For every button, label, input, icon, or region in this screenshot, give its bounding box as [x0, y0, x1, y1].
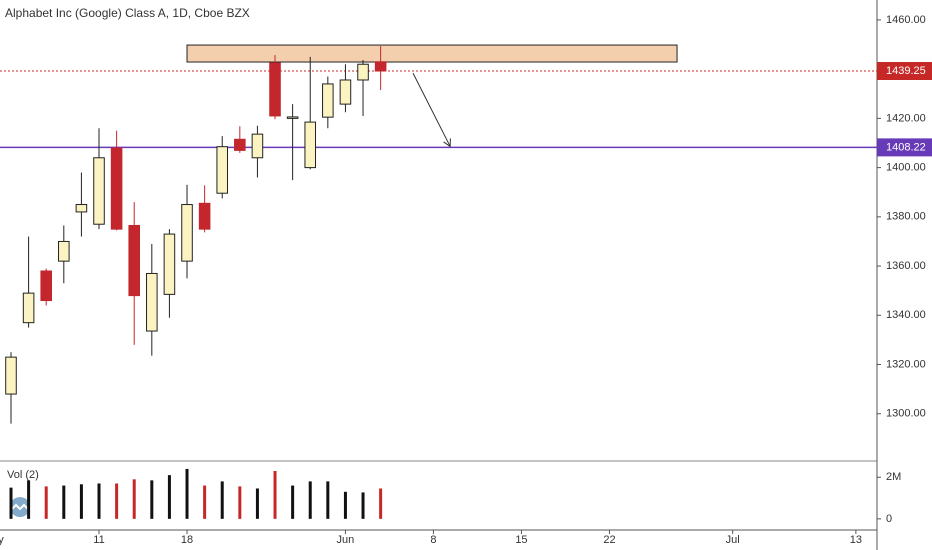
candle-body	[146, 272, 158, 332]
volume-bar	[326, 481, 330, 519]
volume-bar	[361, 492, 365, 519]
y-tick-label: 1340.00	[886, 309, 926, 321]
volume-bar	[291, 485, 295, 519]
logo-mark	[11, 503, 29, 511]
candle-body	[110, 147, 123, 230]
volume-bar	[79, 484, 83, 519]
price-label: 1439.25	[886, 65, 926, 77]
candle-body	[234, 138, 246, 151]
candle-body	[322, 83, 334, 118]
x-tick-label: 13	[850, 534, 862, 546]
y-tick-label: 1300.00	[886, 408, 926, 420]
logo	[10, 497, 30, 517]
volume-bar	[220, 481, 224, 519]
candle-body	[304, 121, 317, 169]
x-tick-label: Jul	[726, 534, 740, 546]
volume-bar	[132, 479, 136, 519]
volume-bar	[44, 486, 48, 519]
candle-body	[93, 157, 105, 225]
volume-bar	[273, 470, 277, 519]
candle-body	[198, 202, 211, 230]
volume-bar	[9, 487, 13, 519]
x-tick-label: 18	[181, 534, 193, 546]
arrow	[412, 72, 451, 147]
volume-bar	[379, 488, 383, 519]
candle-body	[286, 116, 299, 119]
candle-body	[40, 270, 52, 302]
candle-body	[357, 63, 369, 81]
y-tick-label: 1320.00	[886, 358, 926, 370]
candle-body	[374, 61, 387, 72]
candle-body	[58, 240, 70, 262]
chart-title: Alphabet Inc (Google) Class A, 1D, Cboe …	[5, 6, 250, 20]
volume-bar	[97, 483, 101, 519]
y-tick-label: 2M	[886, 471, 901, 483]
y-tick-label: 1360.00	[886, 260, 926, 272]
candle-body	[269, 62, 281, 117]
candle-body	[251, 133, 264, 159]
y-tick-label: 1420.00	[886, 112, 926, 124]
candle-body	[181, 204, 193, 262]
x-tick-label: 22	[603, 534, 615, 546]
candle-body	[216, 146, 229, 194]
volume-bar	[238, 486, 242, 519]
candle-body	[128, 224, 140, 297]
volume-bar	[308, 481, 312, 519]
y-tick-label: 1460.00	[886, 14, 926, 26]
volume-bar	[343, 491, 347, 519]
y-tick-label: 1400.00	[886, 162, 926, 174]
volume-bar	[255, 488, 259, 519]
arrow-head	[443, 138, 451, 148]
volume-bar	[115, 483, 119, 519]
candle-body	[339, 79, 352, 105]
x-tick-label: 8	[430, 534, 436, 546]
x-tick-label: May	[0, 534, 4, 546]
x-tick-label: 11	[93, 534, 104, 546]
volume-bar	[62, 485, 66, 519]
volume-bar	[27, 480, 31, 519]
x-tick-label: Jun	[337, 534, 355, 546]
price-label-box	[877, 138, 932, 157]
candle-body	[163, 233, 176, 295]
candle-body	[22, 292, 35, 324]
volume-bar	[203, 485, 207, 519]
volume-bar	[150, 480, 154, 519]
y-tick-label: 1380.00	[886, 211, 926, 223]
resistance-zone	[186, 44, 678, 63]
price-label-box	[877, 62, 932, 81]
candle-body	[5, 356, 17, 395]
volume-bar	[167, 475, 171, 519]
volume-legend: Vol (2)	[7, 469, 39, 481]
candle-body	[75, 204, 88, 213]
x-tick-label: 15	[515, 534, 527, 546]
price-label: 1408.22	[886, 141, 926, 153]
y-tick-label: 0	[886, 513, 892, 525]
volume-bar	[185, 468, 189, 519]
